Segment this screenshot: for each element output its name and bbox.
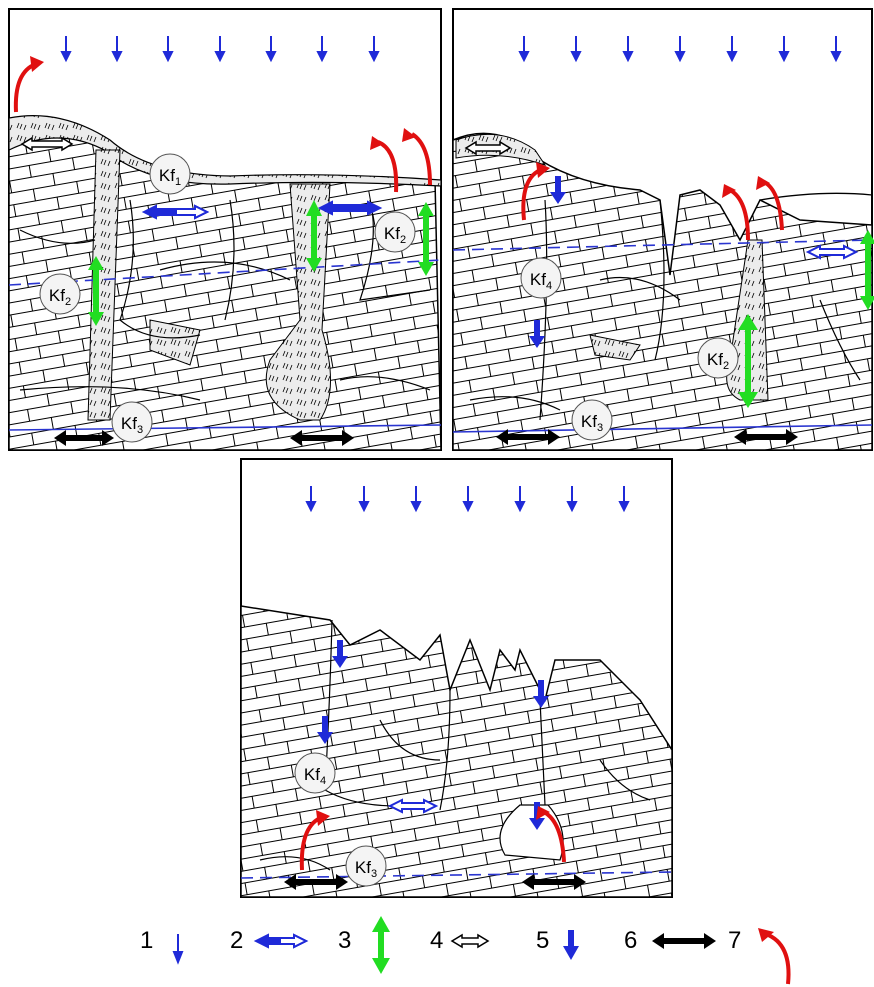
svg-text:6: 6 (624, 927, 637, 954)
blue-hollow-arrow (387, 798, 439, 814)
evaporation-arrows (13, 56, 432, 193)
black-double-arrows (54, 430, 354, 446)
svg-text:Kf3: Kf3 (581, 412, 603, 434)
label-kf3: Kf3 (571, 399, 613, 441)
label-kf2-right: Kf2 (374, 211, 416, 253)
legend-item-2: 2 (230, 927, 309, 954)
label-kf3: Kf3 (345, 845, 387, 887)
black-hollow-double-arrow-icon (450, 933, 490, 949)
legend: 1 2 3 4 5 6 7 (140, 916, 791, 985)
pocket-fill (589, 334, 641, 361)
svg-text:Kf3: Kf3 (121, 414, 143, 436)
hollow-black-arrow (20, 136, 74, 152)
svg-text:4: 4 (430, 927, 443, 954)
legend-item-1: 1 (140, 927, 184, 965)
legend-item-5: 5 (536, 927, 579, 960)
cavity-fill (499, 804, 564, 861)
black-double-arrows (284, 874, 586, 890)
blue-hollow-arrow (805, 244, 859, 260)
hollow-black-arrow (464, 140, 512, 156)
svg-text:5: 5 (536, 927, 549, 954)
legend-item-4: 4 (430, 927, 490, 954)
precipitation-arrows (305, 486, 630, 513)
svg-text:Kf1: Kf1 (159, 166, 181, 188)
svg-text:2: 2 (230, 927, 243, 954)
base-level (453, 424, 872, 433)
svg-text:7: 7 (728, 927, 741, 954)
precipitation-arrows (518, 36, 842, 63)
label-kf2: Kf2 (697, 337, 739, 379)
evaporation-arrows (521, 162, 784, 241)
legend-item-3: 3 (338, 916, 390, 974)
panel-bottom: Kf4 Kf3 (240, 458, 673, 898)
svg-text:Kf2: Kf2 (49, 286, 71, 308)
label-kf2-left: Kf2 (39, 273, 81, 315)
small-blue-down-arrow-icon (172, 934, 184, 965)
label-kf3: Kf3 (111, 401, 153, 443)
fissure-fill-left (87, 149, 121, 421)
panel-top-right: Kf4 Kf2 Kf3 (452, 8, 874, 451)
water-table-dashed (453, 239, 872, 251)
blue-bold-down-arrows (529, 176, 566, 348)
svg-text:Kf3: Kf3 (355, 858, 377, 880)
red-curved-arrow-icon (758, 928, 791, 985)
limestone-block (241, 605, 672, 897)
svg-text:1: 1 (140, 927, 153, 954)
svg-text:3: 3 (338, 927, 351, 954)
svg-text:Kf2: Kf2 (384, 224, 406, 246)
water-table-dashed (9, 259, 441, 286)
pocket-fill (149, 319, 201, 366)
label-kf4: Kf4 (294, 752, 336, 794)
blue-hollow-arrows (141, 200, 383, 220)
label-kf4: Kf4 (520, 257, 562, 299)
panel-top-left: Kf1 Kf2 Kf2 Kf3 (8, 8, 442, 451)
green-arrows (88, 200, 434, 326)
black-double-arrows (496, 429, 798, 445)
legend-item-7: 7 (728, 927, 791, 985)
label-kf1: Kf1 (149, 153, 191, 195)
blue-hollow-arrow-icon (253, 933, 309, 949)
evaporation-arrows (299, 806, 566, 871)
black-double-arrow-icon (652, 933, 716, 949)
svg-text:Kf2: Kf2 (707, 350, 729, 372)
precipitation-arrows (60, 36, 380, 63)
green-double-arrow-icon (372, 916, 390, 974)
legend-item-6: 6 (624, 927, 716, 954)
svg-text:Kf4: Kf4 (530, 270, 552, 292)
base-level (9, 424, 441, 431)
green-arrows (738, 230, 874, 408)
svg-text:Kf4: Kf4 (304, 765, 326, 787)
blue-bold-down-arrow-icon (563, 930, 579, 960)
water-table-dashed (241, 871, 672, 879)
